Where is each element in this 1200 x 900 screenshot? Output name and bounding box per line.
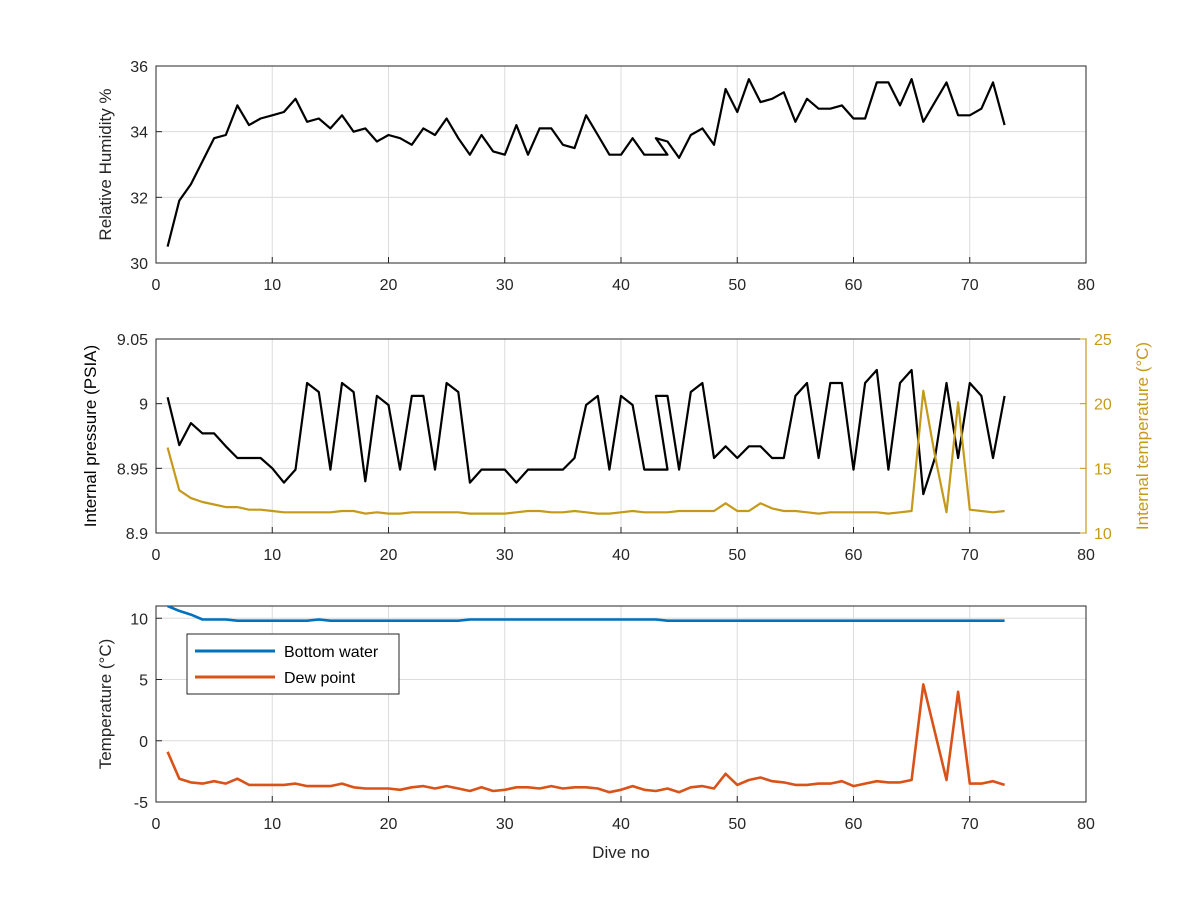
x-tick-label: 40 <box>612 277 630 294</box>
x-axis-label: Dive no <box>592 843 650 862</box>
legend: Bottom water Dew point <box>186 633 400 695</box>
y-tick-label: 34 <box>130 125 148 142</box>
x-tick-label: 50 <box>728 547 746 564</box>
y-axis-label: Relative Humidity % <box>96 88 115 240</box>
x-tick-label: 0 <box>152 277 161 294</box>
y-tick-label: 8.95 <box>117 461 148 478</box>
series-line-rh <box>166 77 1006 247</box>
series-line-pressure <box>166 368 1006 496</box>
y-axis-label: Temperature (°C) <box>96 639 115 770</box>
x-tick-label: 10 <box>263 816 281 833</box>
y2-axis-label: Internal temperature (°C) <box>1133 342 1152 530</box>
x-tick-label: 20 <box>380 547 398 564</box>
x-tick-label: 30 <box>496 277 514 294</box>
x-tick-label: 30 <box>496 816 514 833</box>
x-tick-label: 80 <box>1077 277 1095 294</box>
x-tick-label: 10 <box>263 547 281 564</box>
chart-2: 0 10 20 30 40 50 60 70 80 8.9 8.95 9 9.05 10 15 20 25 Int… <box>81 332 1152 564</box>
x-tick-label: 0 <box>152 547 161 564</box>
y-axis-label: Internal pressure (PSIA) <box>81 345 100 527</box>
y-tick-label: 5 <box>139 673 148 690</box>
x-tick-label: 60 <box>845 277 863 294</box>
series-line-dew <box>166 683 1005 794</box>
y-tick-label: 9.05 <box>117 332 148 349</box>
series-line-temperature <box>166 389 1005 515</box>
x-tick-label: 40 <box>612 547 630 564</box>
x-tick-label: 40 <box>612 816 630 833</box>
x-tick-label: 70 <box>961 816 979 833</box>
x-tick-label: 80 <box>1077 547 1095 564</box>
y-tick-label: 0 <box>139 734 148 751</box>
axes-frame <box>155 65 1087 264</box>
x-tick-label: 50 <box>728 816 746 833</box>
x-tick-label: 10 <box>263 277 281 294</box>
x-tick-label: 60 <box>845 816 863 833</box>
x-tick-label: 30 <box>496 547 514 564</box>
x-tick-label: 0 <box>152 816 161 833</box>
y2-tick-label: 10 <box>1094 526 1112 543</box>
x-tick-label: 80 <box>1077 816 1095 833</box>
chart-1: 0 10 20 30 40 50 60 70 80 30 32 34 36 Relative Humidi… <box>96 59 1095 294</box>
legend-box <box>186 633 400 695</box>
y-tick-label: 9 <box>139 397 148 414</box>
y2-tick-label: 25 <box>1094 332 1112 349</box>
x-tick-label: 70 <box>961 277 979 294</box>
legend-label-dew: Dew point <box>284 670 356 687</box>
y-tick-label: -5 <box>134 795 148 812</box>
y-tick-label: 30 <box>130 256 148 273</box>
legend-label-bottom: Bottom water <box>284 644 379 661</box>
x-tick-label: 50 <box>728 277 746 294</box>
x-tick-label: 70 <box>961 547 979 564</box>
series-line-bottom <box>167 606 1005 623</box>
y2-tick-label: 15 <box>1094 461 1112 478</box>
y2-tick-label: 20 <box>1094 397 1112 414</box>
axes-frame <box>155 605 1087 803</box>
y-tick-label: 8.9 <box>126 526 148 543</box>
x-tick-label: 20 <box>380 816 398 833</box>
x-tick-label: 60 <box>845 547 863 564</box>
y-tick-label: 10 <box>130 611 148 628</box>
y-tick-label: 32 <box>130 190 148 207</box>
y-tick-label: 36 <box>130 59 148 76</box>
x-tick-label: 20 <box>380 277 398 294</box>
